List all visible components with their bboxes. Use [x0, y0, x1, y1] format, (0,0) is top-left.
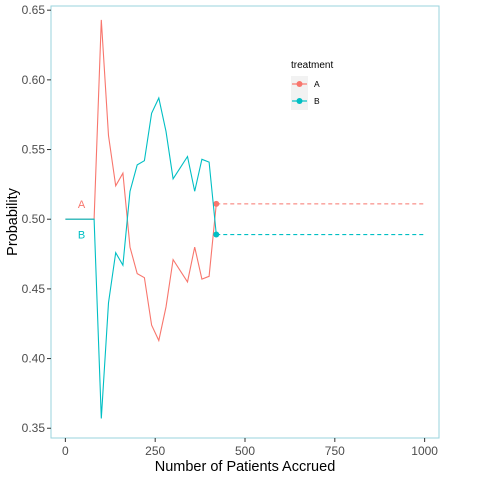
- endpoint-b: [213, 231, 220, 238]
- y-tick-label: 0.35: [22, 421, 46, 435]
- legend-marker-b: [296, 98, 303, 104]
- x-tick-label: 0: [62, 444, 69, 458]
- x-tick-label: 750: [325, 444, 345, 458]
- x-tick-label: 1000: [411, 444, 438, 458]
- series-layer: [65, 19, 425, 419]
- y-tick-label: 0.45: [22, 282, 46, 296]
- legend-label-a: A: [314, 79, 320, 89]
- axis-layer: 0 250 500 750 1000 0.35 0.40 0.45 0.50 0.55 0.60 0.…: [22, 3, 439, 458]
- annotation-layer: AB: [78, 199, 86, 242]
- plot-panel: [50, 5, 440, 439]
- endpoint-a: [213, 200, 220, 207]
- x-axis-title: Number of Patients Accrued: [155, 459, 336, 475]
- series-line-b: [65, 96, 217, 419]
- legend-title: treatment: [291, 60, 333, 71]
- legend-label-b: B: [314, 96, 320, 106]
- y-tick-label: 0.40: [22, 352, 46, 366]
- legend-marker-a: [296, 81, 303, 87]
- legend-items: AB: [291, 76, 320, 110]
- y-tick-label: 0.60: [22, 73, 46, 87]
- y-tick-label: 0.50: [22, 212, 46, 226]
- x-tick-label: 500: [235, 444, 255, 458]
- y-tick-label: 0.55: [22, 143, 46, 157]
- legend: treatment AB: [291, 60, 333, 110]
- y-axis-title: Probability: [5, 187, 21, 255]
- x-tick-label: 250: [145, 444, 165, 458]
- y-tick-label: 0.65: [22, 3, 46, 17]
- annotation-label-a: A: [78, 199, 86, 211]
- annotation-label-b: B: [78, 230, 85, 242]
